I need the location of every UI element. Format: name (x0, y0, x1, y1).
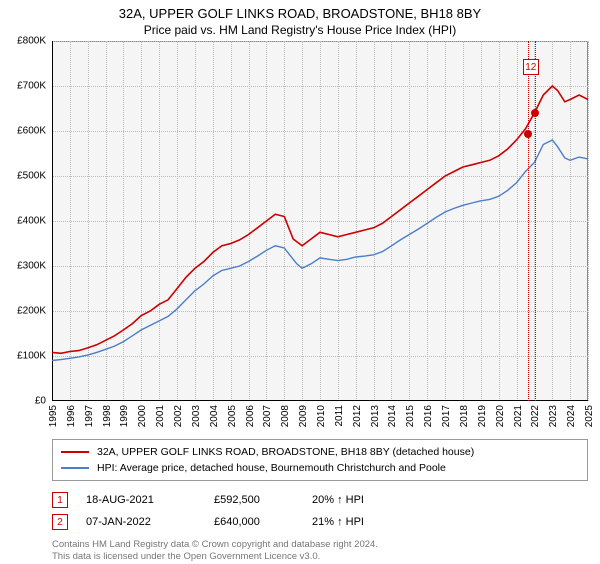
sales-pct: 21% ↑ HPI (312, 516, 422, 528)
chart-lines (52, 41, 588, 401)
marker-dot (531, 109, 539, 117)
x-tick-label: 2003 (191, 405, 202, 427)
y-tick-label: £100K (17, 351, 46, 362)
x-tick-label: 2020 (495, 405, 506, 427)
x-tick-label: 2004 (209, 405, 220, 427)
x-tick-label: 2023 (548, 405, 559, 427)
sales-date: 07-JAN-2022 (86, 516, 196, 528)
legend-swatch (61, 451, 89, 453)
sales-date: 18-AUG-2021 (86, 494, 196, 506)
y-tick-label: £800K (17, 36, 46, 47)
sales-row: 2 07-JAN-2022 £640,000 21% ↑ HPI (52, 511, 588, 533)
sales-row: 1 18-AUG-2021 £592,500 20% ↑ HPI (52, 489, 588, 511)
sales-price: £640,000 (214, 516, 294, 528)
chart-area: 12 £0£100K£200K£300K£400K£500K£600K£700K… (52, 41, 588, 401)
y-tick-label: £700K (17, 81, 46, 92)
series-property (52, 86, 588, 353)
x-tick-label: 2016 (423, 405, 434, 427)
x-tick-label: 1996 (66, 405, 77, 427)
chart-subtitle: Price paid vs. HM Land Registry's House … (0, 21, 600, 41)
chart-container: 32A, UPPER GOLF LINKS ROAD, BROADSTONE, … (0, 0, 600, 560)
sales-marker-box: 2 (52, 514, 68, 530)
legend-label: HPI: Average price, detached house, Bour… (97, 462, 446, 474)
x-tick-label: 2010 (316, 405, 327, 427)
x-tick-label: 2015 (405, 405, 416, 427)
x-tick-label: 2018 (459, 405, 470, 427)
marker-vline (528, 41, 529, 401)
x-tick-label: 2022 (530, 405, 541, 427)
x-tick-label: 2024 (566, 405, 577, 427)
x-tick-label: 2002 (173, 405, 184, 427)
x-tick-label: 2008 (280, 405, 291, 427)
legend: 32A, UPPER GOLF LINKS ROAD, BROADSTONE, … (52, 439, 588, 481)
x-tick-label: 2001 (155, 405, 166, 427)
x-tick-label: 2006 (245, 405, 256, 427)
x-tick-label: 2017 (441, 405, 452, 427)
x-tick-label: 2014 (387, 405, 398, 427)
gridline-v (588, 41, 589, 401)
x-tick-label: 2012 (352, 405, 363, 427)
x-tick-label: 2019 (477, 405, 488, 427)
sales-marker-box: 1 (52, 492, 68, 508)
legend-row: HPI: Average price, detached house, Bour… (61, 460, 579, 476)
x-tick-label: 2005 (227, 405, 238, 427)
chart-title: 32A, UPPER GOLF LINKS ROAD, BROADSTONE, … (0, 0, 600, 21)
y-tick-label: £300K (17, 261, 46, 272)
marker-label-box: 12 (523, 59, 539, 75)
legend-label: 32A, UPPER GOLF LINKS ROAD, BROADSTONE, … (97, 446, 474, 458)
x-tick-label: 2011 (334, 405, 345, 427)
sales-price: £592,500 (214, 494, 294, 506)
legend-swatch (61, 467, 89, 469)
y-tick-label: £0 (35, 396, 46, 407)
y-tick-label: £400K (17, 216, 46, 227)
y-tick-label: £200K (17, 306, 46, 317)
x-tick-label: 1999 (119, 405, 130, 427)
x-tick-label: 2025 (584, 405, 595, 427)
marker-vline (535, 41, 536, 401)
footer-line-1: Contains HM Land Registry data © Crown c… (52, 539, 588, 551)
marker-dot (524, 130, 532, 138)
x-tick-label: 2009 (298, 405, 309, 427)
y-tick-label: £600K (17, 126, 46, 137)
x-tick-label: 1995 (48, 405, 59, 427)
x-tick-label: 2007 (262, 405, 273, 427)
y-tick-label: £500K (17, 171, 46, 182)
x-tick-label: 1997 (84, 405, 95, 427)
sales-table: 1 18-AUG-2021 £592,500 20% ↑ HPI 2 07-JAN-202… (52, 489, 588, 533)
sales-pct: 20% ↑ HPI (312, 494, 422, 506)
x-tick-label: 2021 (513, 405, 524, 427)
footer-line-2: This data is licensed under the Open Gov… (52, 551, 588, 563)
series-hpi (52, 140, 588, 361)
x-tick-label: 2013 (370, 405, 381, 427)
x-tick-label: 1998 (102, 405, 113, 427)
legend-row: 32A, UPPER GOLF LINKS ROAD, BROADSTONE, … (61, 444, 579, 460)
x-tick-label: 2000 (137, 405, 148, 427)
